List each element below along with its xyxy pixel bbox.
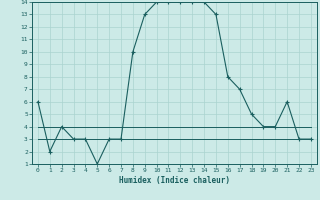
X-axis label: Humidex (Indice chaleur): Humidex (Indice chaleur): [119, 176, 230, 185]
